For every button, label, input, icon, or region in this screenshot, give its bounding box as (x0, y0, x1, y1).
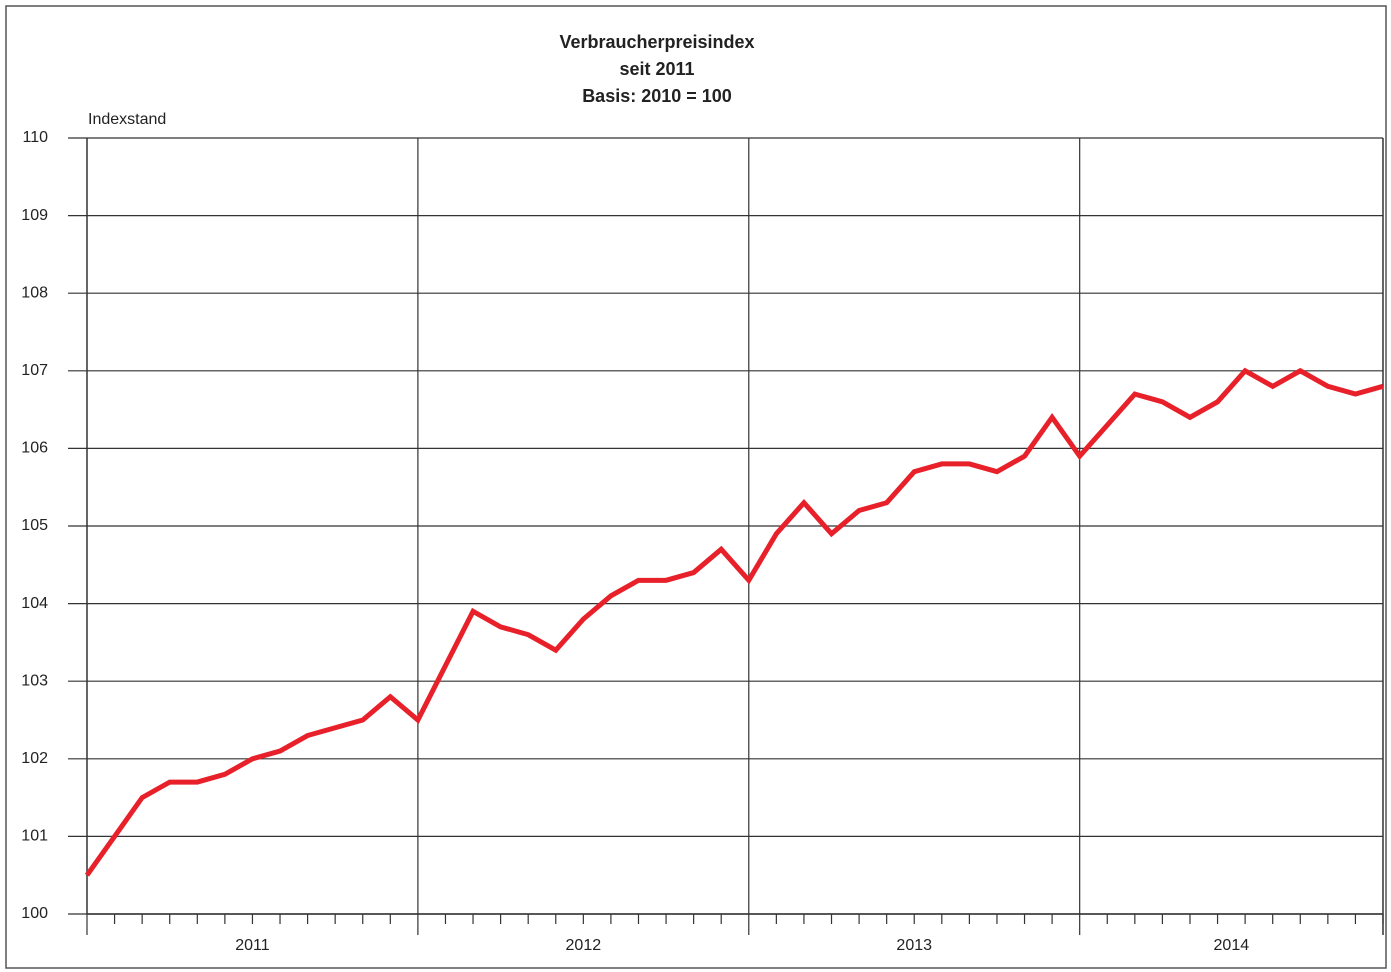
y-tick-label: 107 (21, 362, 48, 379)
y-tick-label: 103 (21, 672, 48, 689)
frame (5, 5, 1387, 969)
chart-title: Verbraucherpreisindex (559, 32, 754, 52)
y-tick-label: 110 (22, 129, 48, 146)
y-tick-label: 104 (21, 595, 48, 612)
y-tick-label: 109 (21, 207, 48, 224)
y-tick-label: 100 (21, 905, 48, 922)
chart-note: Basis: 2010 = 100 (582, 86, 732, 106)
y-axis-label: Indexstand (88, 111, 166, 128)
y-tick-label: 106 (21, 440, 48, 457)
x-tick-label: 2011 (235, 937, 270, 954)
x-tick-label: 2012 (566, 937, 602, 954)
x-tick-label: 2014 (1214, 937, 1250, 954)
y-tick-label: 102 (21, 750, 48, 767)
y-tick-label: 108 (21, 284, 48, 301)
y-tick-label: 101 (21, 828, 48, 845)
x-tick-label: 2013 (896, 937, 932, 954)
y-tick-label: 105 (21, 517, 48, 534)
data-line (84, 367, 1384, 877)
chart-subtitle: seit 2011 (619, 59, 694, 79)
